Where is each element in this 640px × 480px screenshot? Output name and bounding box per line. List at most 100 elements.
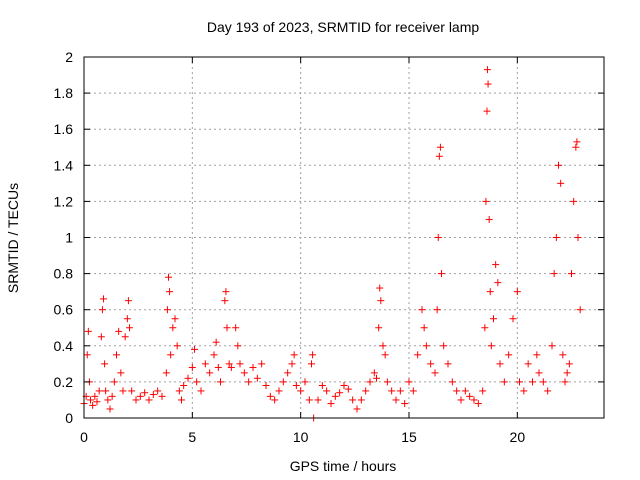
- data-point: [275, 387, 283, 395]
- data-point: [308, 360, 315, 368]
- data-point: [496, 360, 504, 368]
- data-point: [396, 387, 404, 395]
- x-tick-label: 20: [510, 429, 526, 445]
- data-point: [113, 351, 120, 359]
- data-point: [117, 369, 125, 377]
- data-point: [83, 351, 91, 359]
- data-point: [438, 270, 445, 278]
- data-point: [431, 369, 439, 377]
- data-point: [149, 391, 157, 399]
- data-point: [104, 396, 112, 404]
- data-point: [128, 387, 136, 395]
- data-point: [175, 387, 183, 395]
- data-point: [535, 369, 543, 377]
- data-point: [141, 389, 149, 397]
- data-point: [214, 363, 222, 371]
- data-point: [461, 387, 469, 395]
- data-point: [101, 360, 109, 368]
- data-point: [106, 405, 114, 413]
- data-point: [284, 369, 292, 377]
- data-point: [533, 351, 541, 359]
- data-point: [91, 392, 99, 400]
- data-point: [171, 315, 179, 323]
- data-point: [234, 342, 242, 350]
- x-tick-label: 10: [293, 429, 309, 445]
- y-tick-label: 2: [65, 49, 73, 65]
- y-tick-label: 1: [65, 230, 73, 246]
- data-point: [377, 297, 385, 305]
- y-tick-label: 1.2: [54, 193, 74, 209]
- data-point: [435, 152, 443, 160]
- data-point: [572, 143, 580, 151]
- data-point: [552, 234, 560, 241]
- data-point: [576, 306, 584, 314]
- data-point: [376, 284, 384, 292]
- data-point: [236, 360, 244, 368]
- data-point: [95, 387, 103, 395]
- data-point: [290, 351, 298, 359]
- data-point: [100, 295, 107, 303]
- y-tick-label: 0.8: [54, 266, 74, 282]
- data-point: [253, 374, 261, 382]
- data-point: [84, 327, 92, 335]
- data-point: [505, 351, 513, 359]
- data-point: [249, 363, 257, 371]
- data-point: [550, 270, 558, 278]
- data-point: [513, 288, 521, 296]
- data-point: [490, 315, 497, 323]
- data-point: [115, 327, 123, 335]
- data-point: [482, 197, 490, 205]
- data-point: [366, 378, 374, 386]
- data-point: [178, 396, 185, 404]
- data-point: [574, 234, 582, 241]
- data-point: [559, 351, 567, 359]
- y-tick-label: 1.6: [54, 121, 74, 137]
- data-point: [327, 400, 335, 408]
- data-point: [97, 333, 105, 341]
- data-point: [217, 378, 224, 386]
- data-point: [340, 382, 348, 390]
- data-point: [381, 351, 389, 359]
- data-point: [173, 342, 181, 350]
- data-point: [166, 288, 174, 296]
- data-point: [379, 342, 387, 350]
- data-point: [145, 396, 153, 404]
- data-point: [479, 387, 487, 395]
- data-point: [232, 324, 240, 332]
- y-tick-label: 0.4: [54, 338, 74, 354]
- data-point: [524, 360, 532, 368]
- data-point: [262, 382, 270, 390]
- data-point: [483, 66, 491, 74]
- data-point: [158, 392, 166, 400]
- data-point: [162, 369, 170, 377]
- data-point: [483, 107, 491, 115]
- data-point: [444, 360, 452, 368]
- data-point: [466, 392, 474, 400]
- y-tick-label: 0: [65, 410, 73, 426]
- data-point: [362, 387, 370, 395]
- data-point: [539, 378, 547, 386]
- data-point: [516, 378, 523, 386]
- data-point: [206, 369, 214, 377]
- data-point: [318, 382, 326, 390]
- data-point: [193, 378, 201, 386]
- data-point: [392, 396, 400, 404]
- data-point: [180, 382, 188, 390]
- data-point: [373, 374, 380, 382]
- y-axis-label: SRMTID / TECUs: [5, 183, 21, 293]
- data-point: [110, 378, 118, 386]
- data-point: [132, 396, 140, 404]
- y-tick-label: 1.4: [54, 157, 74, 173]
- data-point: [349, 396, 357, 404]
- data-point: [375, 324, 383, 332]
- data-point: [136, 392, 144, 400]
- data-point: [405, 378, 413, 386]
- data-point: [487, 342, 495, 350]
- data-point: [323, 387, 331, 395]
- data-point: [331, 392, 339, 400]
- data-point: [314, 396, 322, 404]
- x-axis-label: GPS time / hours: [290, 458, 397, 474]
- data-point: [212, 338, 220, 346]
